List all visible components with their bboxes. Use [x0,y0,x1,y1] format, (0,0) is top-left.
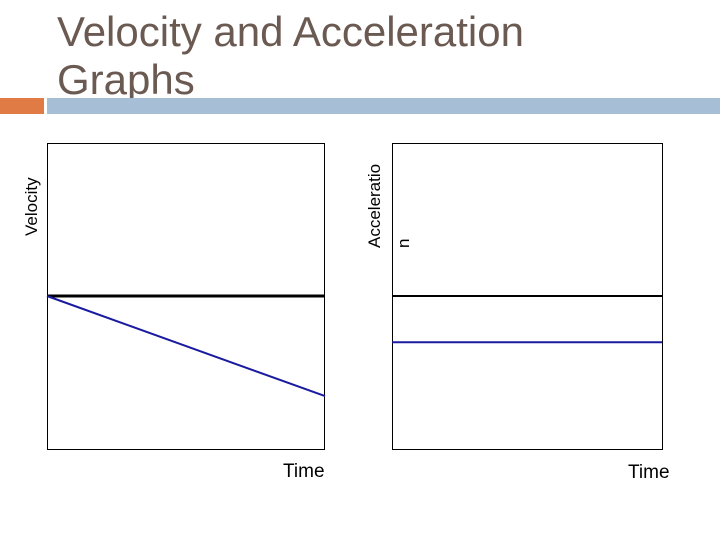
acceleration-y-axis-label-line-2: n [394,238,413,248]
page-title: Velocity and Acceleration Graphs [57,8,617,104]
title-line-2: Graphs [57,56,195,103]
title-line-1: Velocity and Acceleration [57,8,524,55]
acceleration-x-axis-label: Time [628,462,670,483]
acceleration-y-axis-label-line-1: Acceleratio [365,163,384,248]
accent-bar [0,98,44,114]
velocity-plot-frame [47,143,325,450]
velocity-y-axis-label: Velocity [22,177,41,236]
acceleration-plot-frame [392,143,663,450]
title-rule [47,98,720,114]
velocity-x-axis-label: Time [283,461,325,482]
